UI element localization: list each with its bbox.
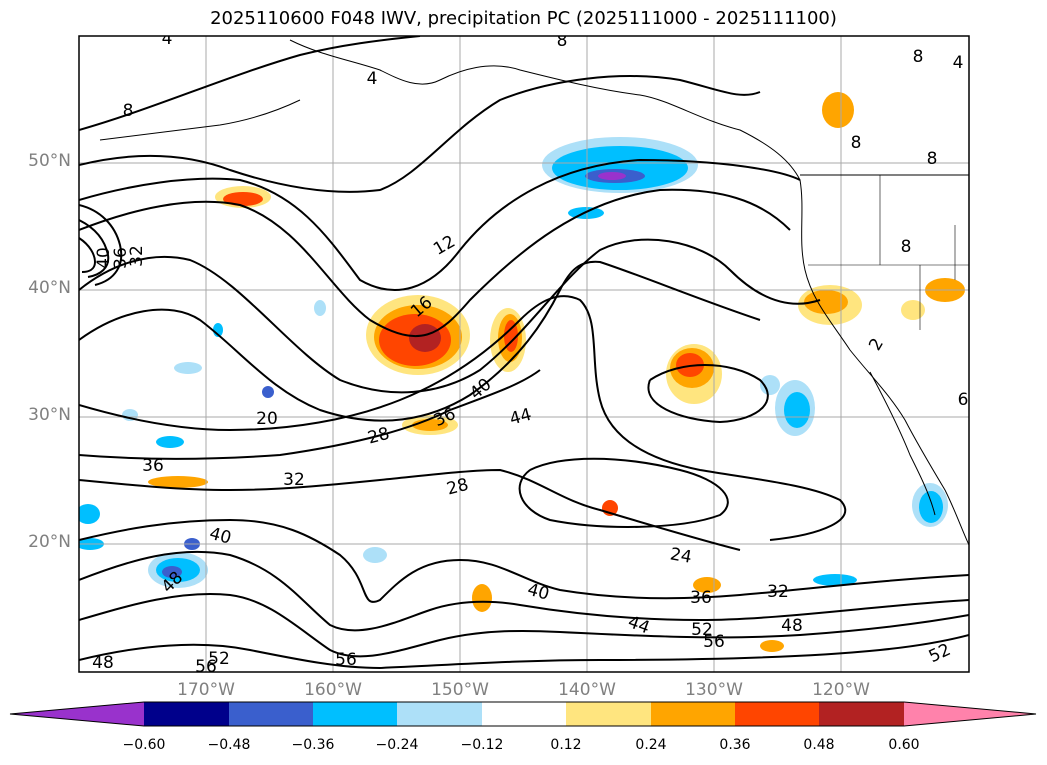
precip-blob-neg xyxy=(174,362,202,374)
contour-label: 4 xyxy=(162,29,173,49)
colorbar-tick-label: 0.48 xyxy=(803,737,835,753)
colorbar-segment-high-extend xyxy=(904,702,1036,726)
colorbar-tick-label: 0.60 xyxy=(888,737,920,753)
alaska-coast xyxy=(289,39,801,181)
contour-label: 52 xyxy=(691,620,713,640)
baja-coast xyxy=(869,371,936,516)
lon-label: 170°W xyxy=(177,680,235,700)
precip-blob-neg xyxy=(552,146,688,190)
contour-label: 32 xyxy=(767,582,789,602)
iwv-contours xyxy=(79,36,969,670)
contour-label: 8 xyxy=(851,133,862,153)
precip-blob-neg xyxy=(162,566,182,578)
contour-label: 20 xyxy=(256,409,278,429)
map-panel: 4 4 8 8 8 4 8 8 12 16 40 36 32 20 28 36 … xyxy=(79,29,969,677)
colorbar xyxy=(9,701,1037,727)
colorbar-tick-label: −0.12 xyxy=(460,737,504,753)
precip-blob-pos xyxy=(409,324,441,352)
contour-label: 8 xyxy=(927,149,938,169)
colorbar-segment xyxy=(482,702,566,726)
lat-label: 30°N xyxy=(28,405,71,425)
colorbar-segment xyxy=(313,702,397,726)
colorbar-segment-low-extend xyxy=(10,702,144,726)
lon-label: 150°W xyxy=(431,680,489,700)
colorbar-segment xyxy=(819,702,904,726)
contour-label: 56 xyxy=(335,650,357,670)
colorbar-tick-label: 0.12 xyxy=(550,737,582,753)
contour-label: 48 xyxy=(92,653,114,673)
precip-anomaly-fills xyxy=(79,92,965,652)
colorbar-outline xyxy=(9,701,1037,727)
precip-blob-pos xyxy=(148,476,208,488)
precip-blob-neg xyxy=(156,436,184,448)
contour-label: 52 xyxy=(208,649,230,669)
precip-blob-neg xyxy=(813,574,857,586)
contour-label: 6 xyxy=(958,390,969,410)
colorbar-segment xyxy=(651,702,735,726)
precip-blob-pos xyxy=(472,584,492,612)
lat-label: 50°N xyxy=(28,151,71,171)
west-coast xyxy=(799,179,969,546)
contour-label: 8 xyxy=(557,31,568,51)
lat-label: 20°N xyxy=(28,532,71,552)
precip-blob-neg xyxy=(79,504,100,524)
precip-blob-pos xyxy=(822,92,854,128)
lon-label: 160°W xyxy=(304,680,362,700)
colorbar-tick-label: −0.24 xyxy=(375,737,419,753)
precip-blob-pos xyxy=(223,192,263,206)
contour-label: 36 xyxy=(111,247,131,269)
precip-blob-neg xyxy=(598,172,626,180)
lat-label: 40°N xyxy=(28,278,71,298)
graticule xyxy=(79,36,969,672)
contour-label: 24 xyxy=(668,544,693,567)
contour-label: 4 xyxy=(367,69,378,89)
colorbar-segment xyxy=(397,702,482,726)
colorbar-tick-label: 0.24 xyxy=(635,737,667,753)
colorbar-segment xyxy=(566,702,651,726)
precip-blob-neg xyxy=(919,491,943,523)
colorbar-segment xyxy=(144,702,229,726)
contour-label: 8 xyxy=(123,101,134,121)
contour-label: 32 xyxy=(283,470,305,490)
contour-label: 40 xyxy=(94,247,114,269)
contour-label: 32 xyxy=(127,245,147,267)
precip-blob-pos xyxy=(760,640,784,652)
contour-label: 56 xyxy=(703,632,725,652)
precip-blob-neg xyxy=(760,375,780,395)
contour-label: 4 xyxy=(953,53,964,73)
colorbar-segment xyxy=(229,702,313,726)
precip-blob-pos xyxy=(901,300,925,320)
contour-label: 36 xyxy=(142,456,164,476)
precip-blob-neg xyxy=(314,300,326,316)
coastlines xyxy=(99,39,969,546)
colorbar-tick-label: 0.36 xyxy=(719,737,751,753)
contour-label: 8 xyxy=(913,47,924,67)
contour-label: 48 xyxy=(781,616,803,636)
precip-blob-neg xyxy=(262,386,274,398)
precip-blob-neg xyxy=(784,392,810,428)
precip-blob-neg xyxy=(363,547,387,563)
contour-label: 36 xyxy=(690,588,712,608)
chart-title: 2025110600 F048 IWV, precipitation PC (2… xyxy=(210,8,837,29)
lon-label: 130°W xyxy=(685,680,743,700)
contour-label: 8 xyxy=(901,237,912,257)
map-frame xyxy=(78,35,970,673)
contour-label: 56 xyxy=(195,657,217,677)
lon-label: 140°W xyxy=(558,680,616,700)
colorbar-tick-label: −0.48 xyxy=(207,737,251,753)
aleutian-chain xyxy=(99,99,301,141)
colorbar-segment xyxy=(735,702,819,726)
colorbar-tick-label: −0.60 xyxy=(122,737,166,753)
colorbar-tick-label: −0.36 xyxy=(291,737,335,753)
lon-label: 120°W xyxy=(812,680,870,700)
